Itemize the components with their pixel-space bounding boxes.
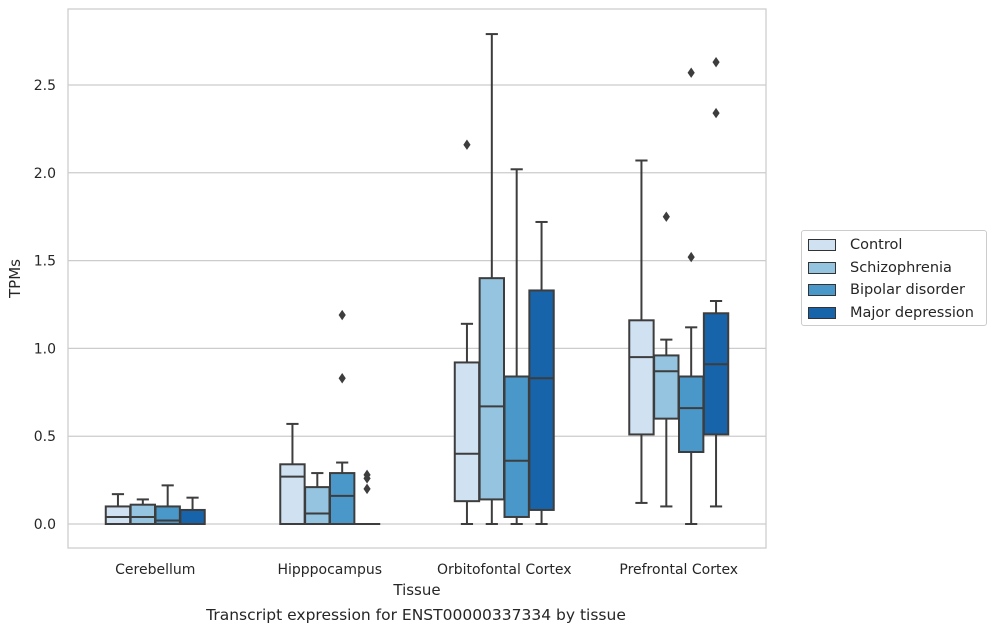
box: [478, 277, 506, 501]
x-axis-label: Tissue: [392, 581, 440, 599]
box-series: [104, 33, 730, 526]
x-tick-label: Orbitofontal Cortex: [437, 562, 572, 578]
outlier-point: [338, 373, 346, 384]
legend-swatch: [808, 306, 836, 319]
y-tick-label: 0.0: [34, 517, 56, 533]
figure-caption: Transcript expression for ENST0000033733…: [206, 606, 626, 624]
box: [328, 472, 356, 525]
y-tick-label: 2.5: [34, 78, 56, 94]
outlier-point: [338, 309, 346, 321]
legend-item: Schizophrenia: [808, 258, 952, 278]
outlier-point: [363, 483, 371, 495]
series-major-depression: [179, 56, 730, 526]
box: [528, 289, 555, 511]
legend-item: Major depression: [808, 303, 974, 323]
legend-swatch: [808, 284, 836, 296]
box: [677, 375, 705, 454]
y-tick-label: 1.5: [34, 254, 56, 270]
box: [503, 375, 530, 518]
y-axis-ticks: 0.0 0.5 1.0 1.5 2.0 2.5: [34, 78, 56, 533]
series-schizophrenia: [129, 33, 680, 525]
box: [702, 312, 730, 436]
box: [129, 503, 157, 525]
outlier-point: [463, 139, 471, 150]
x-tick-label: Prefrontal Cortex: [619, 562, 738, 578]
legend-swatch: [808, 239, 836, 251]
legend-item: Bipolar disorder: [808, 280, 965, 300]
legend-swatch: [808, 261, 836, 274]
outlier-point: [687, 251, 695, 263]
box: [279, 463, 306, 525]
y-axis-label: TPMs: [6, 259, 24, 299]
legend-label: Control: [850, 237, 903, 253]
outlier-point: [363, 473, 371, 484]
legend-label: Major depression: [850, 304, 974, 321]
legend-item: Control: [808, 235, 902, 255]
legend-label: Schizophrenia: [850, 259, 952, 276]
y-tick-label: 0.5: [34, 429, 56, 445]
series-bipolar-disorder: [154, 67, 705, 526]
gridlines: [68, 84, 766, 525]
y-tick-label: 2.0: [34, 166, 56, 182]
outlier-point: [662, 211, 670, 222]
box: [453, 361, 481, 503]
outlier-point: [712, 56, 720, 68]
box: [653, 354, 680, 420]
x-tick-label: Hipppocampus: [277, 562, 382, 578]
box: [104, 505, 132, 526]
box: [179, 508, 206, 525]
x-tick-label: Cerebellum: [115, 562, 195, 578]
box: [304, 486, 331, 525]
legend: Control Schizophrenia Bipolar disorder Majo…: [801, 230, 987, 326]
y-tick-label: 1.0: [34, 341, 56, 357]
box: [628, 319, 655, 436]
series-control: [104, 139, 655, 526]
outlier-point: [687, 67, 695, 78]
legend-label: Bipolar disorder: [850, 282, 965, 298]
x-axis-ticks: Cerebellum Hipppocampus Orbitofontal Corte…: [115, 562, 738, 578]
outlier-point: [712, 107, 720, 119]
plot-area-frame: [67, 8, 767, 549]
